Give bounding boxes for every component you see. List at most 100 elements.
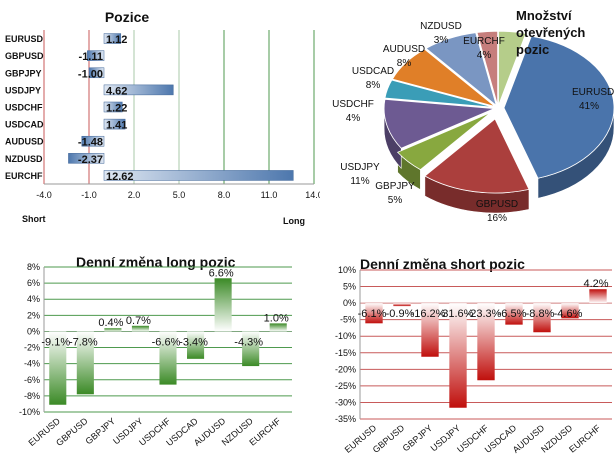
data-bar <box>589 289 607 304</box>
pie-slice-name: USDJPY <box>340 162 380 173</box>
category-label: NZDUSD <box>5 154 43 164</box>
position-bar <box>103 118 126 130</box>
daily-short-change-chart: Denní změna short pozic -35% -30% -25% -20% -… <box>335 256 612 455</box>
category-label: EURCHF <box>5 171 43 181</box>
pie-slice-percent: 16% <box>487 213 507 224</box>
data-bar <box>505 303 523 325</box>
bar-value-label: -9.1% <box>41 336 70 348</box>
open-positions-pie-chart: EURUSD 41% GBPUSD 16% GBPJPY 5% USDJPY 11% USDCH… <box>332 8 615 224</box>
x-tick-label: -1.0 <box>81 190 97 200</box>
x-tick-label: -4.0 <box>36 190 52 200</box>
data-bar <box>49 331 67 405</box>
daily-long-change-chart: Denní změna long pozic -10% -8% -6% -4% -2% 0%… <box>19 254 292 448</box>
data-bar <box>131 325 149 332</box>
y-tick-label: -20% <box>335 364 356 374</box>
pie-slice-audusd <box>425 32 498 107</box>
bar-value-label: -2.37 <box>78 154 103 166</box>
bar-value-label: 0.7% <box>126 315 151 327</box>
chart-title: Denní změna short pozic <box>360 256 525 272</box>
bar-value-label: -4.3% <box>234 336 263 348</box>
position-bar <box>103 84 174 96</box>
pie-slice-name: NZDUSD <box>420 21 462 32</box>
x-tick-label: 5.0 <box>173 190 186 200</box>
y-tick-label: -10% <box>335 331 356 341</box>
bar-value-label: -6.5% <box>498 308 527 320</box>
bar-value-label: 1.0% <box>264 312 289 324</box>
y-tick-label: 2% <box>27 310 40 320</box>
bar-value-label: 6.6% <box>209 267 234 279</box>
data-bar <box>187 331 205 359</box>
category-label: USDJPY <box>5 85 41 95</box>
bar-value-label: 1.41 <box>106 120 127 132</box>
bar-value-label: -3.4% <box>179 336 208 348</box>
category-label: GBPJPY <box>84 416 118 446</box>
data-bar <box>214 278 232 332</box>
pie-slice-usdjpy <box>383 98 495 149</box>
pie-slice-usdcad <box>391 48 496 107</box>
y-tick-label: 0% <box>343 298 356 308</box>
y-tick-label: -35% <box>335 414 356 424</box>
bar-value-label: -1.00 <box>78 68 103 80</box>
bar-value-label: 0.4% <box>98 317 123 329</box>
category-label: EURCHF <box>567 423 603 455</box>
chart-title: Denní změna long pozic <box>76 254 236 270</box>
pie-slice-gbpusd <box>424 118 530 194</box>
y-tick-label: -30% <box>335 397 356 407</box>
position-bar <box>87 50 105 61</box>
data-bar <box>561 303 579 319</box>
data-bar <box>449 303 467 408</box>
y-tick-label: -8% <box>24 391 40 401</box>
bar-value-label: 4.62 <box>106 85 127 97</box>
category-label: EURCHF <box>247 416 283 448</box>
y-tick-label: 5% <box>343 282 356 292</box>
bar-value-label: -23.3% <box>467 308 502 320</box>
bar-value-label: -4.6% <box>554 308 583 320</box>
data-bar <box>242 331 260 367</box>
position-bar <box>103 101 123 113</box>
data-bar <box>159 331 177 385</box>
pie-slice-name: GBPUSD <box>476 199 518 210</box>
pie-title-line: otevřených <box>516 25 585 40</box>
pie-slice-nzdusd <box>476 30 499 106</box>
category-label: AUDUSD <box>5 137 44 147</box>
y-tick-label: 8% <box>27 262 40 272</box>
position-bar <box>81 135 105 147</box>
positions-chart: Pozice -4.0 -1.0 2.0 5.0 8.0 11.0 14.0 EURUSD 1.1… <box>5 9 320 226</box>
data-bar <box>393 303 411 307</box>
pie-slice-percent: 11% <box>350 176 369 187</box>
pie-slice-percent: 4% <box>346 113 361 124</box>
data-bar <box>269 323 287 332</box>
category-label: GBPUSD <box>371 423 407 455</box>
bar-value-label: -8.8% <box>526 308 555 320</box>
y-tick-label: -10% <box>19 407 40 417</box>
y-tick-label: -5% <box>340 315 356 325</box>
pie-slice-percent: 4% <box>477 50 492 61</box>
x-tick-label: 8.0 <box>218 190 231 200</box>
bar-value-label: -16.2% <box>411 308 446 320</box>
bar-value-label: 4.2% <box>583 278 608 290</box>
bar-value-label: 12.62 <box>106 171 134 183</box>
pie-slice-percent: 5% <box>388 195 403 206</box>
bar-value-label: 1.12 <box>106 34 127 46</box>
pie-slice-name: EURUSD <box>572 87 614 98</box>
data-bar <box>76 331 94 395</box>
pie-slice-eurchf <box>498 30 527 106</box>
category-label: GBPUSD <box>54 416 90 448</box>
positions-title: Pozice <box>105 9 150 25</box>
pie-slice-name: AUDUSD <box>383 44 425 55</box>
y-tick-label: -6% <box>24 375 40 385</box>
y-tick-label: 10% <box>338 265 356 275</box>
data-bar <box>104 328 122 332</box>
pie-slice-eurusd <box>503 35 615 179</box>
bar-value-label: -31.6% <box>439 308 474 320</box>
category-label: USDCAD <box>5 120 44 130</box>
position-bar <box>103 33 122 44</box>
y-tick-label: 6% <box>27 278 40 288</box>
pie-slice-gbpjpy <box>396 112 491 171</box>
pie-slice-name: EURCHF <box>463 36 505 47</box>
data-bar <box>533 303 551 333</box>
pie-title-line: Množství <box>516 8 572 23</box>
y-tick-label: -15% <box>335 348 356 358</box>
y-tick-label: -25% <box>335 381 356 391</box>
x-tick-label: 2.0 <box>128 190 141 200</box>
